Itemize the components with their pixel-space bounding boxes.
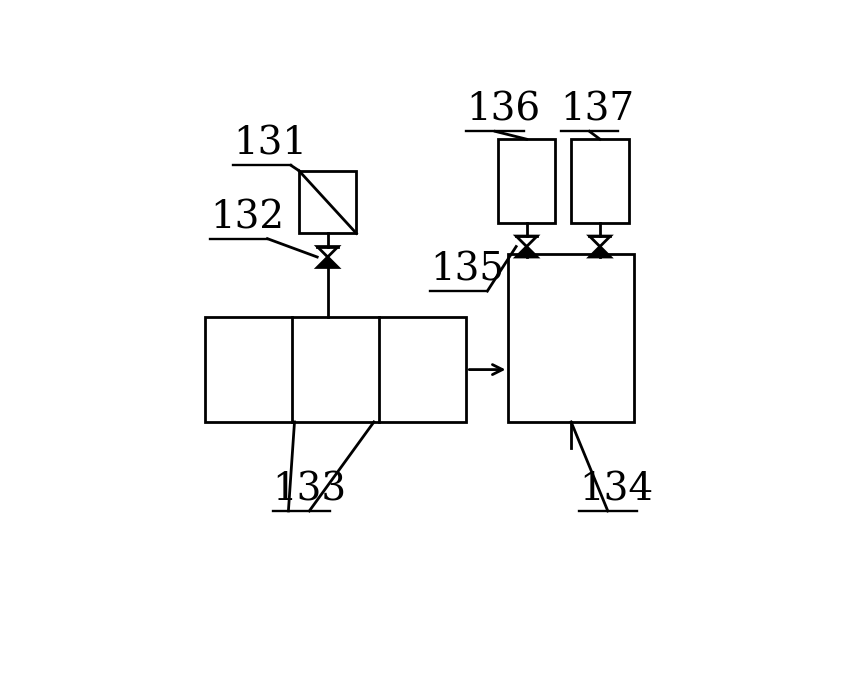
Text: 136: 136 (466, 92, 540, 129)
Polygon shape (516, 247, 537, 257)
Bar (204, 317, 466, 422)
Text: 131: 131 (234, 126, 308, 163)
Text: 132: 132 (210, 199, 284, 236)
Text: 135: 135 (430, 252, 504, 288)
Bar (509, 254, 634, 422)
Polygon shape (589, 247, 611, 257)
Text: 134: 134 (579, 471, 653, 509)
Bar (571, 139, 629, 223)
Text: 133: 133 (272, 471, 347, 509)
Bar (498, 139, 556, 223)
Polygon shape (317, 257, 338, 267)
Text: 137: 137 (561, 92, 635, 129)
Bar (299, 171, 356, 233)
